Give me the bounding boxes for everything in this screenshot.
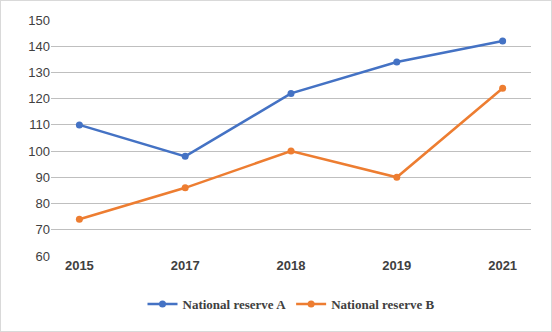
svg-text:120: 120 xyxy=(28,91,50,106)
svg-text:110: 110 xyxy=(29,117,50,132)
svg-text:150: 150 xyxy=(28,13,50,28)
svg-text:National reserve A: National reserve A xyxy=(183,297,287,312)
svg-text:2019: 2019 xyxy=(382,258,411,273)
svg-text:2017: 2017 xyxy=(171,258,200,273)
svg-text:100: 100 xyxy=(28,144,50,159)
svg-text:90: 90 xyxy=(36,170,50,185)
svg-text:2018: 2018 xyxy=(277,258,306,273)
svg-text:60: 60 xyxy=(36,249,50,264)
svg-text:140: 140 xyxy=(28,39,50,54)
svg-text:2021: 2021 xyxy=(488,258,517,273)
svg-text:130: 130 xyxy=(28,65,50,80)
svg-text:2015: 2015 xyxy=(65,258,94,273)
svg-text:National reserve B: National reserve B xyxy=(331,297,434,312)
svg-text:80: 80 xyxy=(36,196,50,211)
svg-text:70: 70 xyxy=(36,222,50,237)
